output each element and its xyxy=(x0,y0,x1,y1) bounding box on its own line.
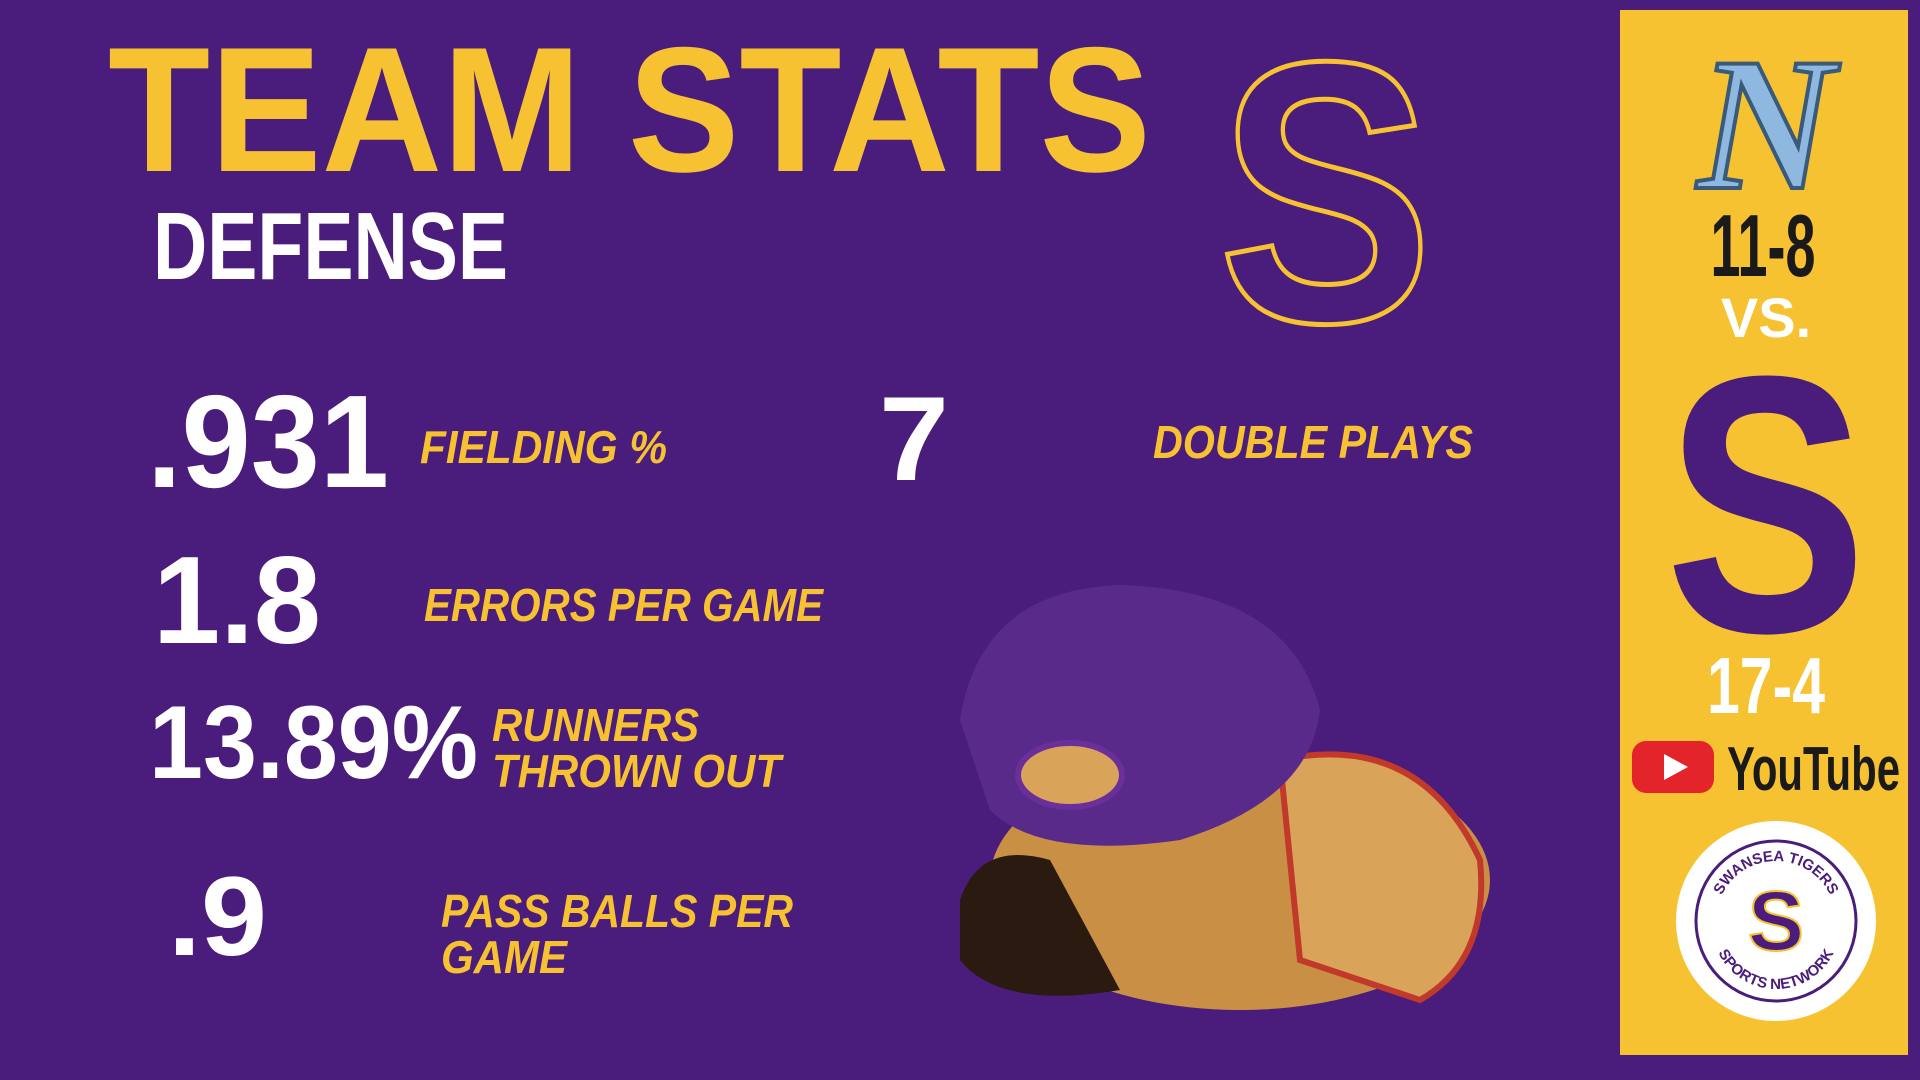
stat-value: 1.8 xyxy=(153,532,321,670)
away-record: 11-8 xyxy=(1711,196,1816,295)
glove-pocket xyxy=(960,855,1120,996)
stat-value: 7 xyxy=(879,372,949,506)
stat-label: ERRORS PER GAME xyxy=(424,579,824,631)
stat-label: GAME xyxy=(441,931,568,983)
stat-value: 13.89% xyxy=(149,685,478,801)
team-logo: S xyxy=(1218,0,1433,400)
home-logo: S xyxy=(1665,300,1867,709)
home-record: 17-4 xyxy=(1707,641,1825,730)
cap-emblem xyxy=(1015,740,1125,810)
stat-label: FIELDING % xyxy=(420,421,667,473)
stat-label: THROWN OUT xyxy=(492,745,785,797)
network-letter: S xyxy=(1748,874,1804,968)
stat-value: .931 xyxy=(147,368,389,515)
network-logo xyxy=(1676,821,1876,1021)
stream-label: YouTube xyxy=(1727,735,1900,804)
stat-value: .9 xyxy=(168,854,267,979)
stat-label: RUNNERS xyxy=(492,699,699,751)
subtitle: DEFENSE xyxy=(153,193,508,300)
stat-label: PASS BALLS PER xyxy=(441,885,793,937)
youtube-play xyxy=(1664,754,1688,780)
glove-illustration xyxy=(960,585,1490,1010)
stats: .931 FIELDING % 1.8 ERRORS PER GAME 13.89% RU… xyxy=(147,368,1473,983)
away-logo: N xyxy=(1695,20,1840,230)
network-ring xyxy=(1694,839,1858,1003)
versus: VS. xyxy=(1721,286,1811,349)
glove-fingers xyxy=(1276,751,1485,1004)
title: TEAM STATS xyxy=(108,10,1151,209)
stat-label: DOUBLE PLAYS xyxy=(1153,416,1473,468)
